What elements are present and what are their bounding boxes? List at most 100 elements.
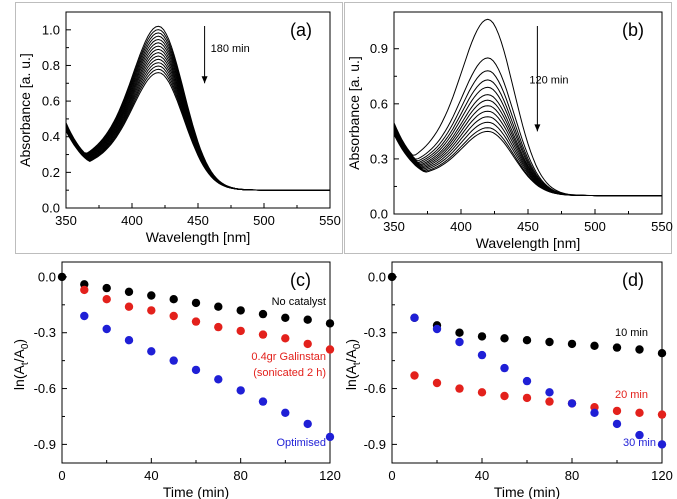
data-point-1 [103,284,111,292]
x-tick-label: 120 [651,468,673,483]
data-point-2 [214,323,222,331]
data-point-2 [80,286,88,294]
y-axis-label-part: /A [343,349,359,363]
data-point-3 [259,397,267,405]
data-point-2 [192,317,200,325]
x-tick-label: 500 [253,213,275,228]
data-point-3 [214,375,222,383]
panel-d: 0 40 80 1200.0-0.3-0.6-0.9Time (min)(d)10 m… [343,262,673,499]
x-tick-label: 500 [584,219,606,234]
panel-c: 0 40 80 120 0.0 -0.3 -0.6 -0.9 Time (min) (c) No c… [11,262,341,499]
data-point-1 [326,319,334,327]
data-point-2 [259,330,267,338]
data-point-2 [635,409,643,417]
x-tick-label: 550 [319,213,341,228]
data-point-1 [568,340,576,348]
data-point-2 [237,327,245,335]
data-point-3 [410,314,418,322]
panel-label: (a) [290,20,312,40]
y-axis-label-part: ln(A [343,365,359,391]
data-point-3 [500,364,508,372]
y-tick-label: 0.4 [42,129,60,144]
panel-label: (b) [622,20,644,40]
y-tick-label: 0.6 [42,94,60,109]
y-tick-label: 0.2 [42,165,60,180]
data-point-2 [613,407,621,415]
spectrum-curve [66,43,330,190]
data-point-1 [455,329,463,337]
data-point-1 [125,288,133,296]
data-point-2 [326,345,334,353]
x-tick-label: 120 [319,468,341,483]
data-point-2 [478,388,486,396]
data-point-3 [326,433,334,441]
data-point-3 [125,336,133,344]
data-point-3 [80,312,88,320]
data-point-2 [410,371,418,379]
spectrum-curve [66,66,330,190]
spectrum-curve [394,80,662,196]
y-tick-label: 0.6 [370,96,388,111]
data-point-1 [590,342,598,350]
x-axis-label: Time (min) [494,484,560,499]
series-label: Optimised [276,437,326,449]
y-axis-label: Absorbance [a. u.] [346,56,362,170]
y-tick-label: -0.3 [364,325,386,340]
data-point-2 [103,295,111,303]
time-arrow-head [202,76,208,83]
y-tick-label: -0.3 [34,325,56,340]
time-annotation: 180 min [211,43,250,55]
spectrum-curve [66,36,330,190]
x-tick-label: 40 [144,468,158,483]
data-point-2 [455,384,463,392]
spectrum-curve [66,56,330,190]
x-tick-label: 550 [651,219,673,234]
data-point-3 [613,420,621,428]
data-point-1 [545,338,553,346]
spectrum-curve [394,87,662,195]
data-point-1 [523,336,531,344]
x-tick-label: 40 [475,468,489,483]
data-point-1 [259,310,267,318]
plot-area-border [392,262,662,463]
y-tick-label: -0.9 [34,437,56,452]
data-point-1 [237,306,245,314]
data-point-1 [478,332,486,340]
y-axis-label: ln(At/A0) [343,339,363,390]
plot-area-border [66,12,330,208]
x-tick-label: 80 [565,468,579,483]
x-tick-label: 0 [388,468,395,483]
data-point-3 [478,351,486,359]
y-tick-label: 0.3 [370,151,388,166]
x-tick-label: 80 [233,468,247,483]
series-label: No catalyst [272,296,326,308]
x-tick-label: 450 [187,213,209,228]
y-axis-label-part: ln(A [11,365,27,391]
spectrum-curve [66,69,330,190]
spectrum-curve [66,59,330,190]
y-tick-label: 0.0 [42,201,60,216]
data-point-2 [545,397,553,405]
data-point-3 [237,386,245,394]
x-axis-label: Time (min) [163,484,229,499]
data-point-1 [635,345,643,353]
data-point-1 [658,349,666,357]
spectrum-curve [66,53,330,191]
y-tick-label: 0.0 [38,269,56,284]
x-tick-label: 400 [121,213,143,228]
data-point-3 [304,420,312,428]
data-point-3 [170,356,178,364]
data-point-3 [658,440,666,448]
data-point-3 [568,399,576,407]
y-tick-label: 0.0 [370,207,388,222]
data-point-2 [170,312,178,320]
y-tick-label: 0.8 [42,58,60,73]
data-point-1 [281,314,289,322]
spectrum-curve [66,49,330,190]
spectrum-curve [66,26,330,190]
y-tick-label: -0.6 [34,381,56,396]
data-point-1 [147,291,155,299]
data-point-3 [455,338,463,346]
series-label: 30 min [623,437,656,449]
